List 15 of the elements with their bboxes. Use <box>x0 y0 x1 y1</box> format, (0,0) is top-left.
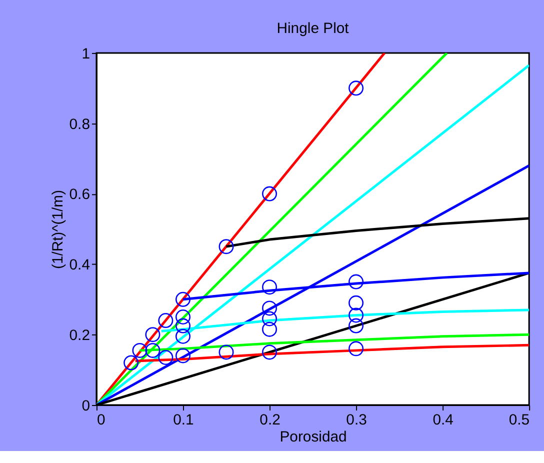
y-tick-label: 0.2 <box>69 328 90 344</box>
chart-title: Hingle Plot <box>276 21 350 38</box>
y-tick-label: 0.4 <box>69 258 90 274</box>
y-tick-label: 0.6 <box>69 187 90 204</box>
x-tick-label: 0.3 <box>346 412 367 428</box>
y-tick-label: 1 <box>82 46 90 62</box>
x-tick-label: 0 <box>96 412 106 428</box>
x-tick-label: 0.4 <box>432 412 454 428</box>
y-tick-label: 0 <box>82 398 90 414</box>
x-axis-title: Porosidad <box>280 429 347 446</box>
y-axis-title: (1/Rt)^(1/m) <box>50 190 66 269</box>
x-tick-label: 0.2 <box>260 412 280 428</box>
x-tick-label: 0.5 <box>508 412 530 428</box>
y-tick-label: 0.8 <box>69 116 90 133</box>
x-tick-label: 0.1 <box>173 412 194 428</box>
